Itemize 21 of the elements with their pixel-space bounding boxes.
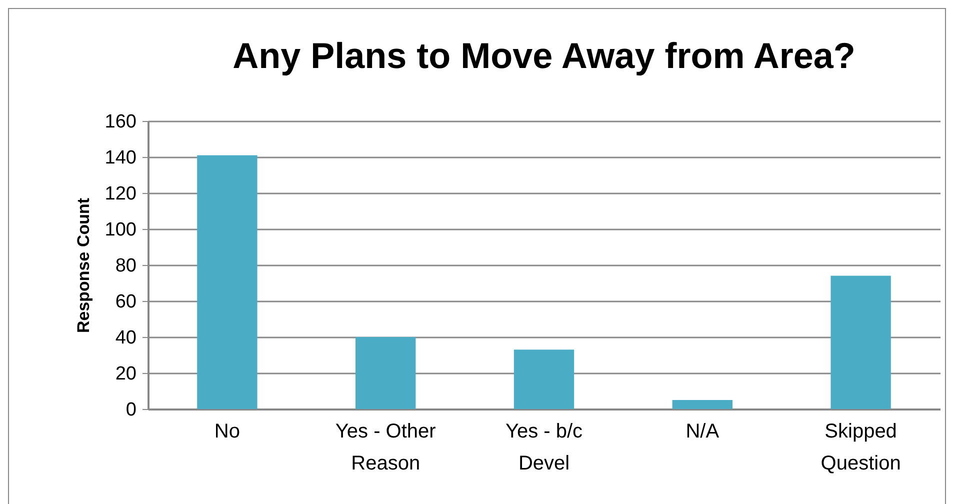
bar xyxy=(830,276,891,409)
y-tick-label: 100 xyxy=(104,220,136,240)
y-tick-label: 60 xyxy=(115,292,136,312)
x-tick-label: N/A xyxy=(686,420,720,442)
y-tick-label: 140 xyxy=(104,148,136,168)
x-tick-label: Yes - b/c Devel xyxy=(505,420,583,474)
y-tick-label: 0 xyxy=(126,400,136,420)
x-tick-label: Yes - Other Reason xyxy=(335,420,436,474)
y-tick-label: 120 xyxy=(104,184,136,204)
bar xyxy=(672,400,732,409)
chart-title: Any Plans to Move Away from Area? xyxy=(232,35,856,76)
bar xyxy=(514,350,574,409)
y-tick-label: 40 xyxy=(115,328,136,348)
bar xyxy=(356,337,416,409)
y-tick-label: 160 xyxy=(104,112,136,132)
y-tick-label: 80 xyxy=(115,256,136,276)
x-tick-label: Skipped Question xyxy=(820,420,901,474)
x-tick-label: No xyxy=(214,420,240,442)
y-axis-title: Response Count xyxy=(74,198,93,334)
bar xyxy=(197,155,258,409)
y-tick-label: 20 xyxy=(115,364,136,384)
